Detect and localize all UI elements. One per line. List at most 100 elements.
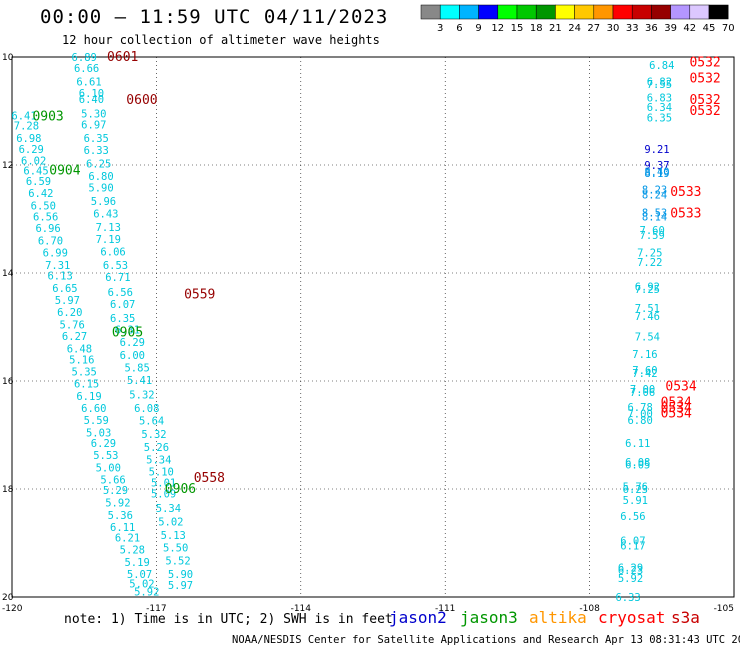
wave-height-value: 6.19 bbox=[76, 391, 101, 403]
wave-height-value: 6.08 bbox=[625, 457, 650, 469]
wave-height-value: 6.41 bbox=[11, 110, 36, 122]
wave-height-value: 7.60 bbox=[640, 225, 665, 237]
wave-height-value: 5.76 bbox=[60, 319, 85, 331]
wave-height-value: 6.89 bbox=[72, 52, 97, 64]
wave-height-value: 7.16 bbox=[632, 349, 657, 361]
legend-label: 42 bbox=[683, 23, 696, 34]
wave-height-value: 5.66 bbox=[100, 474, 125, 486]
time-label: 0534 bbox=[661, 396, 692, 411]
wave-height-value: 6.56 bbox=[108, 287, 133, 299]
legend-label: 33 bbox=[626, 23, 639, 34]
wave-height-value: 8.19 bbox=[644, 168, 669, 180]
wave-height-value: 5.26 bbox=[144, 442, 169, 454]
satellite-name: cryosat bbox=[598, 608, 666, 627]
wave-height-value: 7.46 bbox=[635, 311, 660, 323]
wave-height-value: 7.00 bbox=[630, 384, 655, 396]
wave-height-value: 6.65 bbox=[52, 283, 77, 295]
legend-label: 24 bbox=[568, 23, 581, 34]
wave-height-value: 5.02 bbox=[158, 516, 183, 528]
legend-swatch bbox=[459, 4, 479, 20]
wave-height-value: 5.19 bbox=[124, 557, 149, 569]
wave-height-value: 6.92 bbox=[635, 282, 660, 294]
satellite-name: altika bbox=[529, 608, 587, 627]
map-grid bbox=[12, 57, 734, 597]
wave-height-value: 6.23 bbox=[623, 484, 648, 496]
wave-height-value: 5.01 bbox=[151, 478, 176, 490]
legend-label: 12 bbox=[491, 23, 504, 34]
satellite-name: jason3 bbox=[460, 608, 518, 627]
legend-swatch bbox=[689, 4, 710, 20]
legend-swatch bbox=[612, 4, 633, 20]
wave-height-value: 6.33 bbox=[84, 145, 109, 157]
longitude-label: -111 bbox=[435, 604, 455, 614]
latitude-label: 18 bbox=[2, 485, 14, 495]
wave-height-value: 7.06 bbox=[630, 387, 655, 399]
wave-height-value: 5.32 bbox=[129, 390, 154, 402]
wave-height-value: 6.07 bbox=[110, 299, 135, 311]
longitude-label: -120 bbox=[2, 604, 23, 614]
legend-swatch bbox=[516, 4, 537, 20]
legend-label: 18 bbox=[530, 23, 543, 34]
time-label: 0558 bbox=[194, 471, 225, 486]
time-label: 0559 bbox=[184, 288, 215, 303]
wave-height-value: 7.54 bbox=[635, 332, 660, 344]
legend-swatch bbox=[555, 4, 575, 20]
latitude-label: 16 bbox=[2, 377, 14, 387]
wave-height-value: 5.90 bbox=[88, 183, 113, 195]
wave-height-value: 6.34 bbox=[647, 102, 672, 114]
wave-height-value: 5.92 bbox=[134, 587, 159, 599]
wave-height-value: 7.42 bbox=[632, 368, 657, 380]
wave-height-value: 5.91 bbox=[623, 495, 648, 507]
wave-height-value: 6.10 bbox=[79, 88, 104, 100]
legend-label: 70 bbox=[722, 23, 735, 34]
wave-height-value: 5.41 bbox=[127, 375, 152, 387]
wave-height-value: 7.31 bbox=[45, 260, 70, 272]
wave-height-value: 6.99 bbox=[43, 247, 68, 259]
latitude-label: 20 bbox=[2, 593, 14, 603]
wave-height-value: 6.20 bbox=[57, 307, 82, 319]
legend-label: 15 bbox=[511, 23, 524, 34]
wave-height-value: 6.98 bbox=[16, 133, 41, 145]
wave-height-value: 5.32 bbox=[141, 429, 166, 441]
longitude-label: -114 bbox=[291, 604, 312, 614]
wave-height-value: 6.35 bbox=[647, 112, 672, 124]
time-label: 0533 bbox=[670, 207, 701, 222]
wave-height-value: 6.56 bbox=[620, 511, 645, 523]
time-label: 0904 bbox=[49, 163, 80, 178]
wave-height-value: 7.60 bbox=[632, 365, 657, 377]
time-labels: 0601060009030904055909050558090605320532… bbox=[32, 50, 720, 497]
wave-height-value: 6.13 bbox=[47, 271, 72, 283]
time-label: 0600 bbox=[126, 93, 157, 108]
wave-height-value: 6.83 bbox=[647, 93, 672, 105]
wave-height-value: 6.31 bbox=[115, 325, 140, 337]
wave-height-value: 5.36 bbox=[108, 510, 133, 522]
wave-height-value: 6.23 bbox=[618, 565, 643, 577]
wave-height-value: 5.97 bbox=[168, 580, 193, 592]
wave-height-value: 5.64 bbox=[139, 415, 164, 427]
legend-swatch bbox=[631, 4, 652, 20]
wave-height-value: 5.13 bbox=[161, 530, 186, 542]
legend-swatch bbox=[670, 4, 691, 20]
legend-label: 9 bbox=[475, 23, 481, 34]
wave-height-value: 6.35 bbox=[110, 313, 135, 325]
legend-swatch bbox=[708, 4, 729, 20]
wave-height-value: 6.84 bbox=[649, 60, 674, 72]
wave-height-value: 6.02 bbox=[21, 156, 46, 168]
wave-height-value: 5.92 bbox=[618, 573, 643, 585]
wave-height-value: 6.45 bbox=[23, 165, 48, 177]
time-label: 0906 bbox=[165, 482, 196, 497]
wave-height-value: 5.76 bbox=[623, 481, 648, 493]
time-label: 0905 bbox=[112, 325, 143, 340]
legend-label: 39 bbox=[664, 23, 677, 34]
wave-height-value: 6.00 bbox=[120, 350, 145, 362]
time-label: 0601 bbox=[107, 50, 138, 65]
wave-height-value: 5.29 bbox=[103, 485, 128, 497]
wave-height-value: 6.80 bbox=[627, 415, 652, 427]
legend-label: 21 bbox=[549, 23, 562, 34]
latitude-label: 12 bbox=[2, 161, 13, 171]
wave-height-value: 5.35 bbox=[72, 366, 97, 378]
legend-label: 45 bbox=[703, 23, 716, 34]
wave-height-value: 6.29 bbox=[120, 337, 145, 349]
wave-height-value: 6.25 bbox=[86, 158, 111, 170]
